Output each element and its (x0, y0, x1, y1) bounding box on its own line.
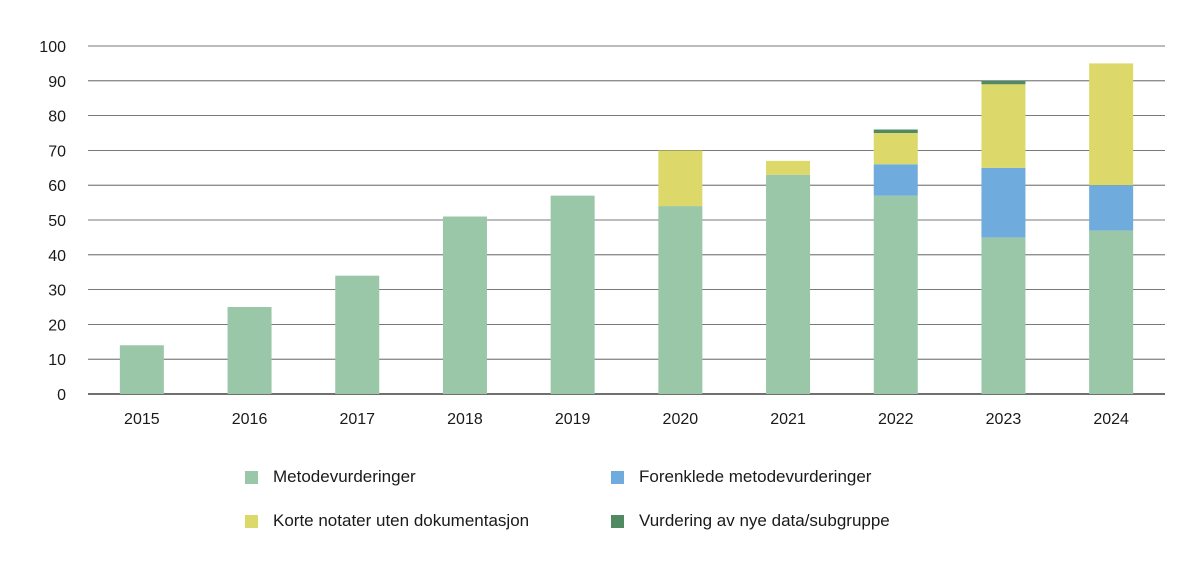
bar-vurdering-av-nye-data-subgruppe-2023 (981, 80, 1026, 85)
y-tick-label: 100 (39, 39, 66, 56)
y-tick-label: 60 (48, 178, 66, 195)
y-tick-label: 10 (48, 352, 66, 369)
bar-metodevurderinger-2015 (119, 345, 164, 394)
x-tick-label: 2016 (232, 411, 268, 428)
bar-forenklede-metodevurderinger-2022 (873, 164, 918, 196)
x-tick-label: 2022 (878, 411, 914, 428)
y-tick-label: 90 (48, 74, 66, 91)
bar-metodevurderinger-2019 (550, 195, 595, 394)
y-tick-label: 80 (48, 109, 66, 126)
y-tick-label: 30 (48, 283, 66, 300)
x-tick-label: 2015 (124, 411, 160, 428)
x-tick-label: 2024 (1093, 411, 1129, 428)
bar-metodevurderinger-2023 (981, 237, 1026, 394)
bar-forenklede-metodevurderinger-2024 (1089, 185, 1134, 231)
x-tick-label: 2020 (663, 411, 699, 428)
bar-vurdering-av-nye-data-subgruppe-2022 (873, 129, 918, 133)
bar-korte-notater-uten-dokumentasjon-2022 (873, 133, 918, 165)
y-tick-label: 40 (48, 248, 66, 265)
bar-metodevurderinger-2017 (335, 275, 380, 394)
bar-korte-notater-uten-dokumentasjon-2020 (658, 150, 703, 207)
x-tick-label: 2023 (986, 411, 1022, 428)
x-tick-label: 2017 (339, 411, 375, 428)
y-tick-label: 20 (48, 317, 66, 334)
bar-metodevurderinger-2016 (227, 307, 272, 394)
bar-forenklede-metodevurderinger-2023 (981, 167, 1026, 238)
bar-metodevurderinger-2020 (658, 206, 703, 394)
bar-metodevurderinger-2022 (873, 195, 918, 394)
bar-korte-notater-uten-dokumentasjon-2021 (766, 160, 811, 175)
bar-metodevurderinger-2024 (1089, 230, 1134, 394)
bar-metodevurderinger-2021 (766, 174, 811, 394)
bar-korte-notater-uten-dokumentasjon-2023 (981, 84, 1026, 168)
bar-korte-notater-uten-dokumentasjon-2024 (1089, 63, 1134, 186)
x-tick-label: 2018 (447, 411, 483, 428)
x-tick-label: 2021 (770, 411, 806, 428)
x-tick-label: 2019 (555, 411, 591, 428)
y-tick-label: 0 (57, 387, 66, 404)
bar-metodevurderinger-2018 (442, 216, 487, 394)
y-tick-label: 50 (48, 213, 66, 230)
y-tick-label: 70 (48, 143, 66, 160)
